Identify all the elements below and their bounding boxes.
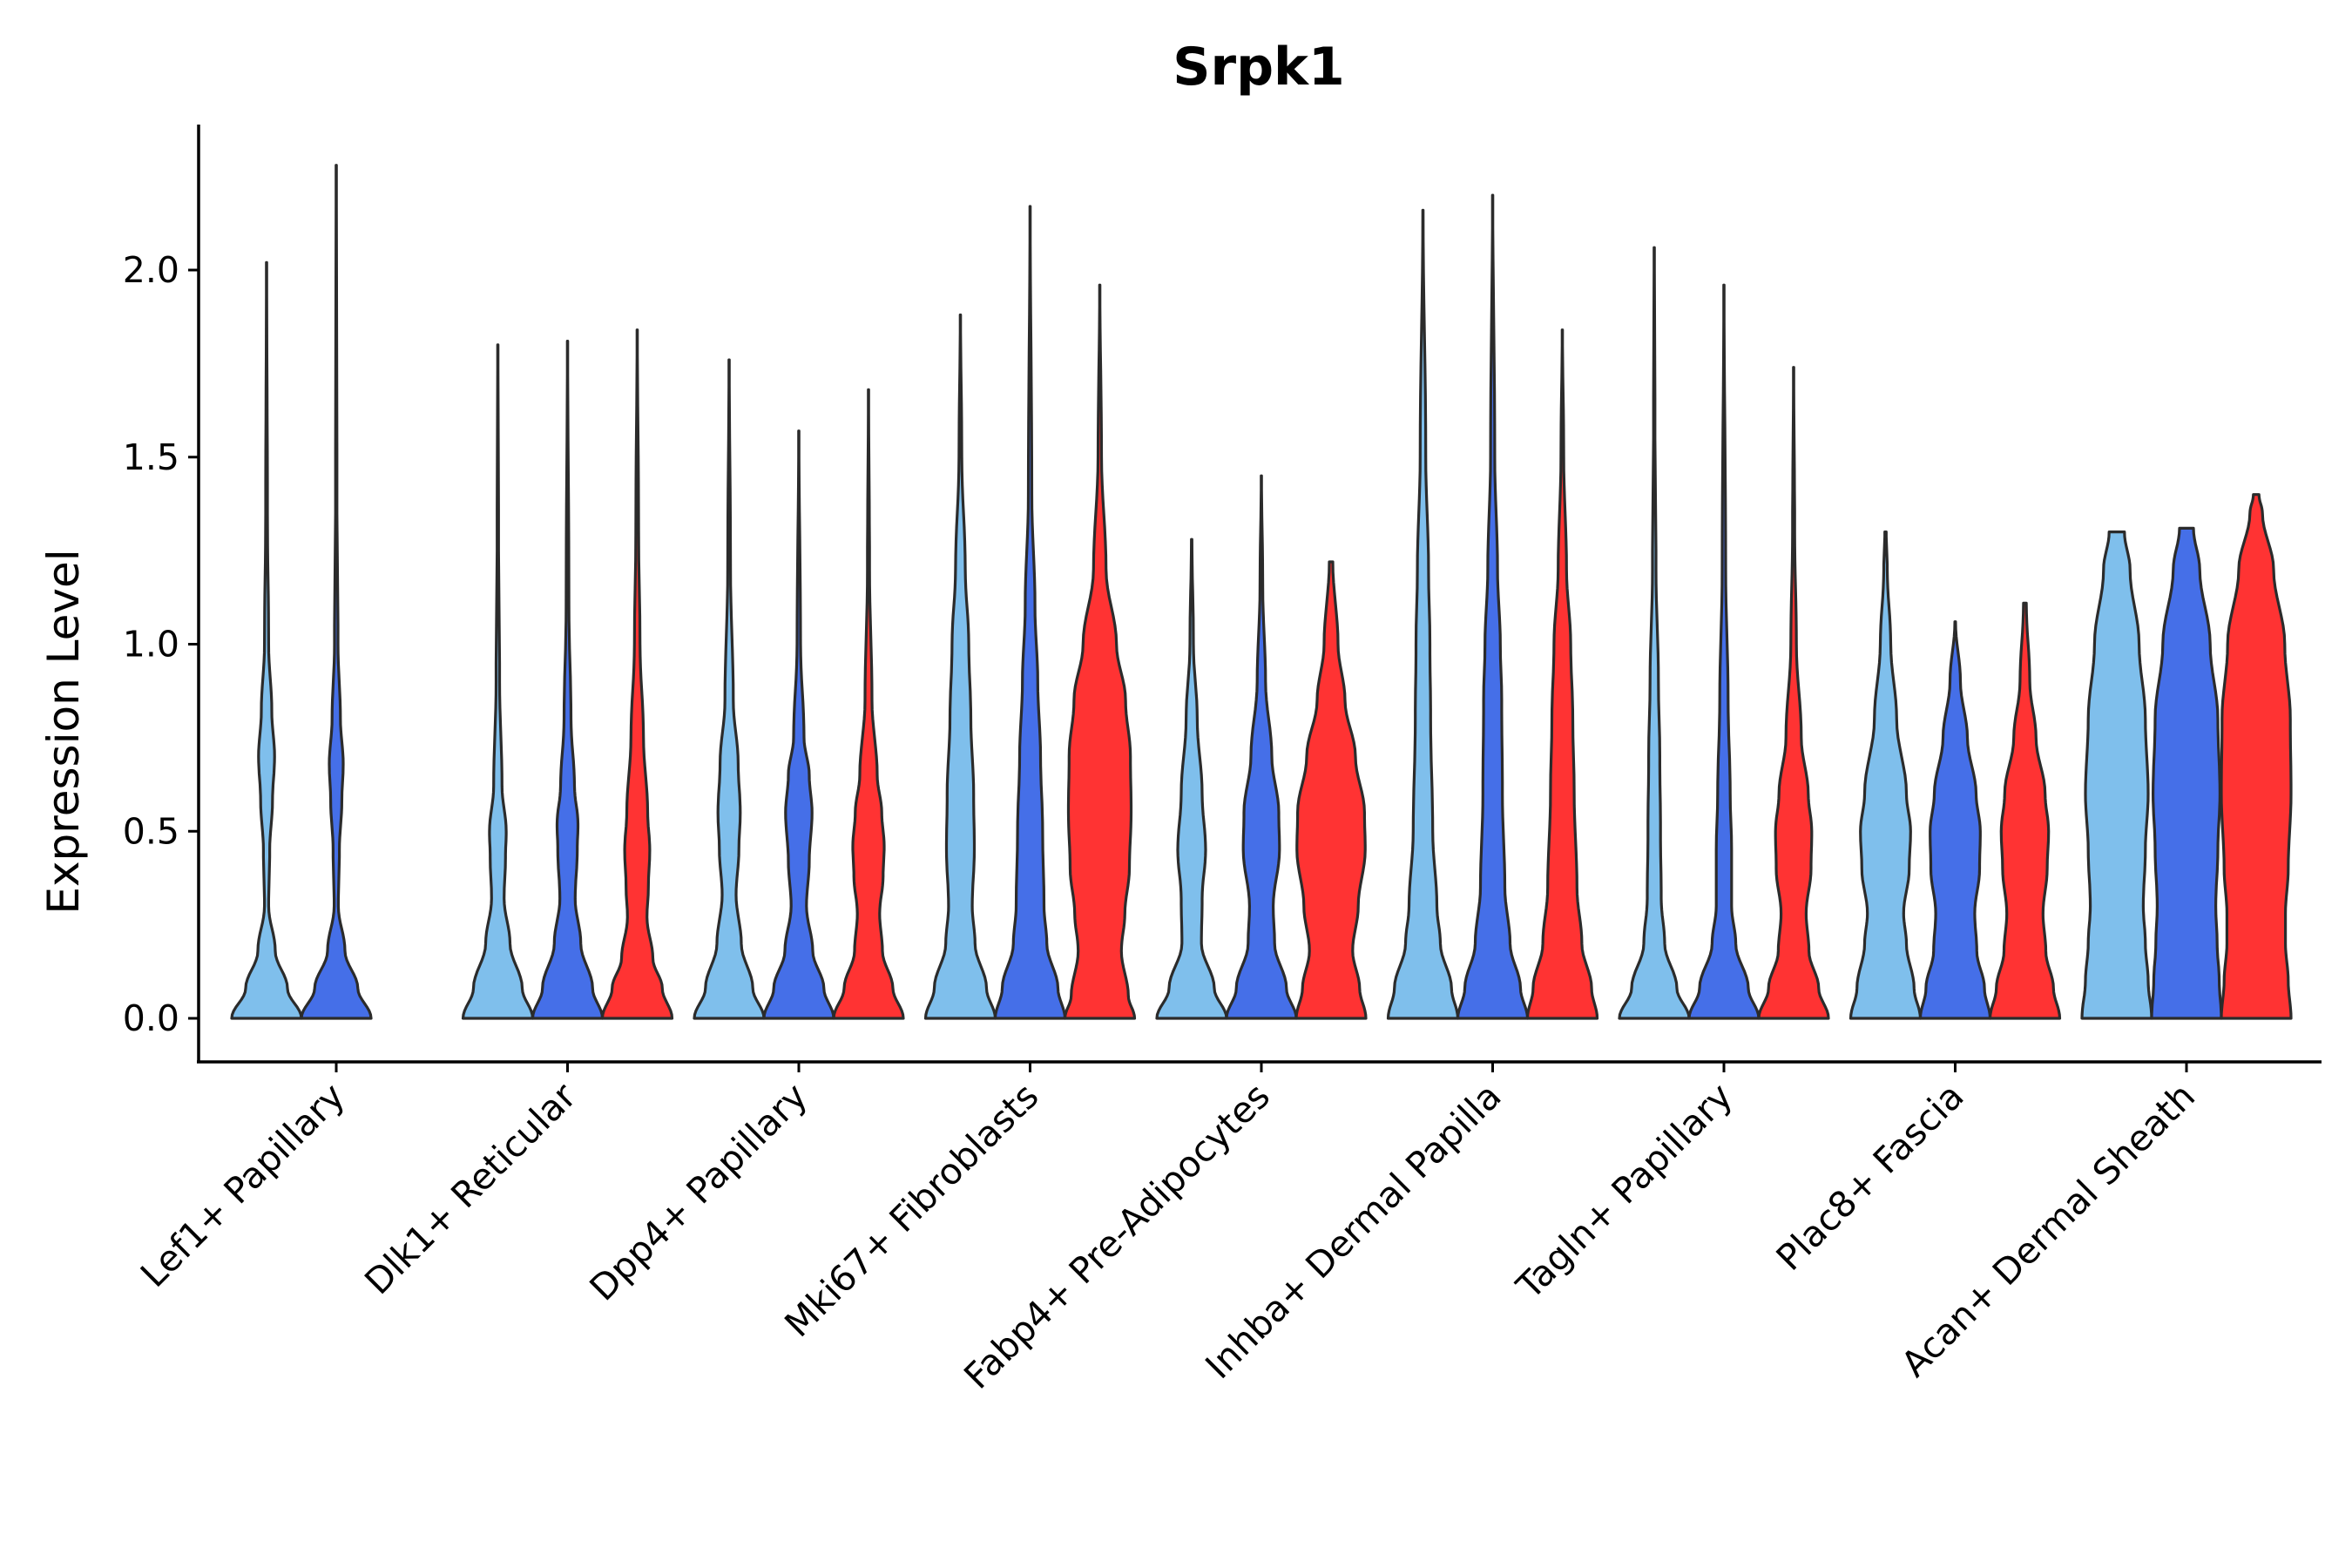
violin-7 xyxy=(832,388,905,1020)
violin-17 xyxy=(1618,246,1691,1020)
y-tick-label: 1.5 xyxy=(123,436,179,478)
violin-25 xyxy=(2220,493,2293,1020)
violin-12 xyxy=(1225,474,1298,1020)
violin-10 xyxy=(1063,283,1137,1020)
chart-title: Srpk1 xyxy=(1173,37,1344,98)
violin-24 xyxy=(2150,526,2223,1020)
violin-16 xyxy=(1525,328,1599,1020)
y-tick-label: 2.0 xyxy=(123,249,179,291)
violin-8 xyxy=(923,313,997,1020)
violin-2 xyxy=(461,343,535,1020)
violin-19 xyxy=(1757,366,1830,1020)
y-tick-label: 0.0 xyxy=(123,997,179,1039)
violin-11 xyxy=(1155,537,1228,1020)
x-tick-label: Dlk1+ Reticular xyxy=(356,1075,584,1302)
violin-15 xyxy=(1456,193,1530,1020)
violin-23 xyxy=(2080,531,2153,1020)
violin-14 xyxy=(1386,208,1460,1020)
violin-4 xyxy=(600,328,674,1020)
y-tick-label: 0.5 xyxy=(123,810,179,852)
x-tick-label: Dpp4+ Papillary xyxy=(582,1075,815,1308)
violin-9 xyxy=(993,205,1067,1020)
x-tick-label: Mki67+ Fibroblasts xyxy=(777,1075,1047,1345)
y-axis-ticks: 0.0 0.5 1.0 1.5 2.0 xyxy=(123,249,199,1039)
violin-6 xyxy=(762,429,835,1020)
violin-13 xyxy=(1294,560,1368,1020)
violin-5 xyxy=(693,358,766,1020)
violin-18 xyxy=(1687,283,1761,1020)
y-axis-label: Expression Level xyxy=(38,549,89,914)
violin-0 xyxy=(230,260,303,1020)
violin-20 xyxy=(1848,531,1923,1020)
y-tick-label: 1.0 xyxy=(123,624,179,666)
violin-3 xyxy=(531,340,605,1020)
violin-21 xyxy=(1918,620,1992,1020)
violin-layer xyxy=(230,164,2293,1020)
x-tick-label: Plac8+ Fascia xyxy=(1768,1075,1972,1279)
x-tick-label: Lef1+ Papillary xyxy=(132,1075,353,1295)
x-tick-label: Tagln+ Papillary xyxy=(1508,1075,1740,1308)
violin-22 xyxy=(1988,601,2062,1020)
violin-1 xyxy=(300,164,373,1020)
